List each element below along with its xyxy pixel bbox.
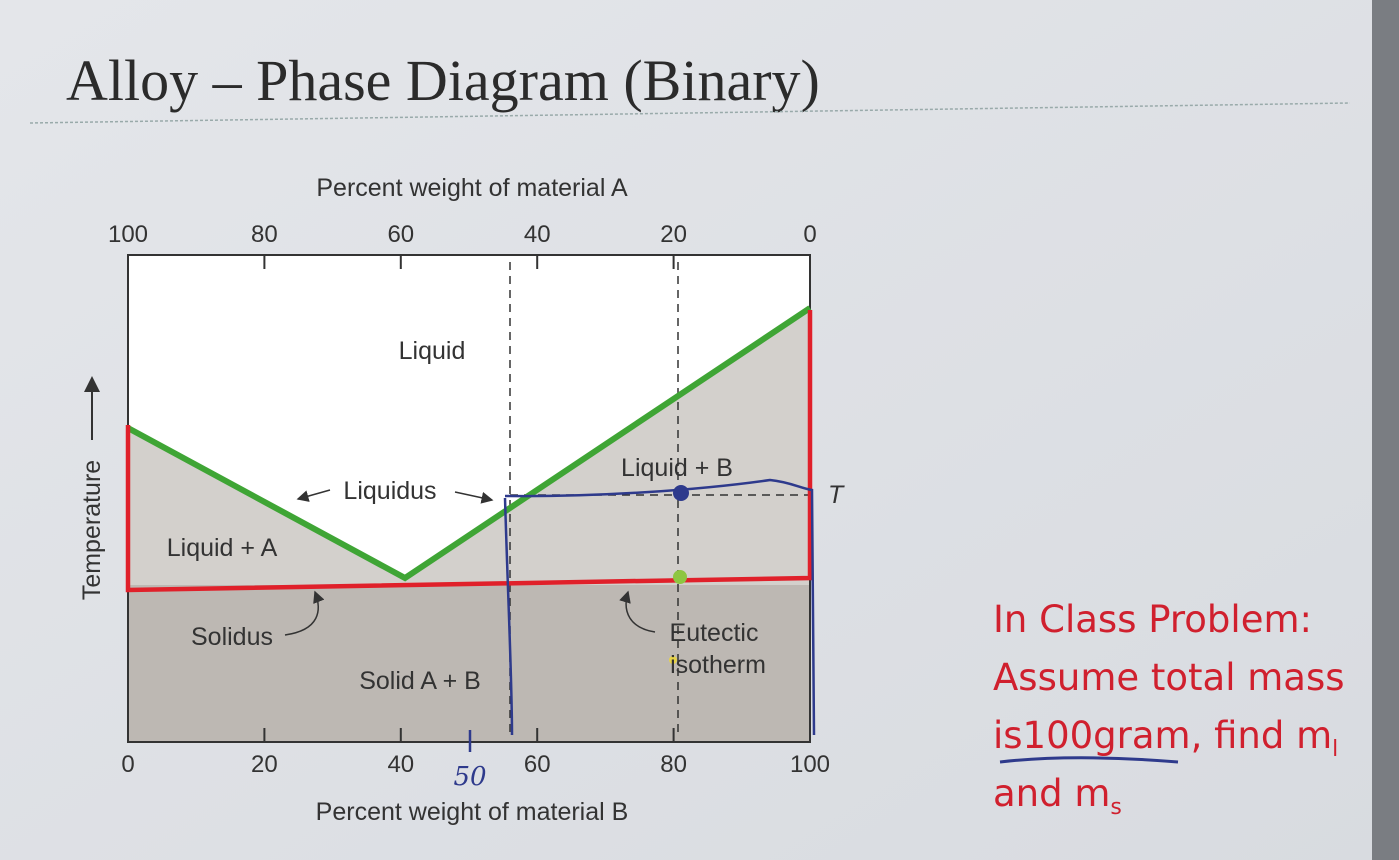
point [669, 656, 677, 664]
isotherm-label: Eutectic [670, 619, 759, 647]
x-tick-label: 0 [803, 221, 816, 248]
axis-title: Temperature [78, 460, 106, 600]
title-rule [29, 102, 1351, 124]
problem-text: Assume total mass [993, 656, 1345, 699]
liquidus-curve [126, 305, 812, 582]
point [673, 485, 689, 501]
underline [999, 756, 1179, 764]
solid-region [128, 585, 810, 742]
slide-title: Alloy – Phase Diagram (Binary) [66, 48, 820, 113]
screen-edge [1372, 0, 1399, 860]
x-tick-label: 20 [251, 751, 278, 778]
x-tick-label: 60 [387, 221, 414, 248]
problem-text: and m [993, 772, 1110, 815]
problem-text: In Class Problem: Assume total mass is100g… [993, 598, 1345, 820]
problem-line: In Class Problem: [993, 598, 1312, 641]
x-tick-label: 100 [790, 751, 830, 778]
x-tick-label: 100 [108, 221, 148, 248]
pointer [619, 590, 656, 633]
subscript: l [1332, 737, 1338, 762]
handwritten-label: 50 [453, 762, 486, 792]
liquid-solid-region [128, 308, 810, 585]
x-tick-label: 60 [524, 751, 551, 778]
subscript: s [1110, 795, 1121, 820]
region-label: Liquid + A [167, 534, 278, 562]
pointer [454, 491, 494, 504]
x-tick-label: 80 [660, 751, 687, 778]
axis-title: Percent weight of material B [316, 798, 629, 826]
region-label: Liquid [399, 337, 466, 365]
handwritten-lines [503, 478, 816, 736]
x-tick-label: 40 [387, 751, 414, 778]
x-tick-label: 0 [121, 751, 134, 778]
x-tick-label: 80 [251, 221, 278, 248]
axis-title: Percent weight of material A [316, 174, 628, 202]
problem-line: Assume total mass [993, 656, 1345, 699]
problem-line: is100gram, find ml [993, 714, 1338, 762]
x-tick-label: 20 [660, 221, 687, 248]
isotherm-label: isotherm [670, 651, 766, 679]
problem-text: is100gram, find m [993, 714, 1332, 757]
solidus-line [125, 310, 813, 593]
pointer [284, 590, 325, 636]
phase-diagram: 50 T Percent weight of material A Percen… [78, 174, 845, 826]
region-label: Solid A + B [359, 667, 481, 695]
region-label: Liquid + B [621, 454, 733, 482]
temperature-mark: T [828, 481, 845, 509]
curve-label: Solidus [191, 623, 273, 651]
curve-label: Liquidus [343, 477, 436, 505]
x-tick-label: 40 [524, 221, 551, 248]
problem-line: and ms [993, 772, 1122, 820]
problem-text: In Class Problem: [993, 598, 1312, 641]
pointer [296, 489, 331, 502]
point [673, 570, 687, 584]
